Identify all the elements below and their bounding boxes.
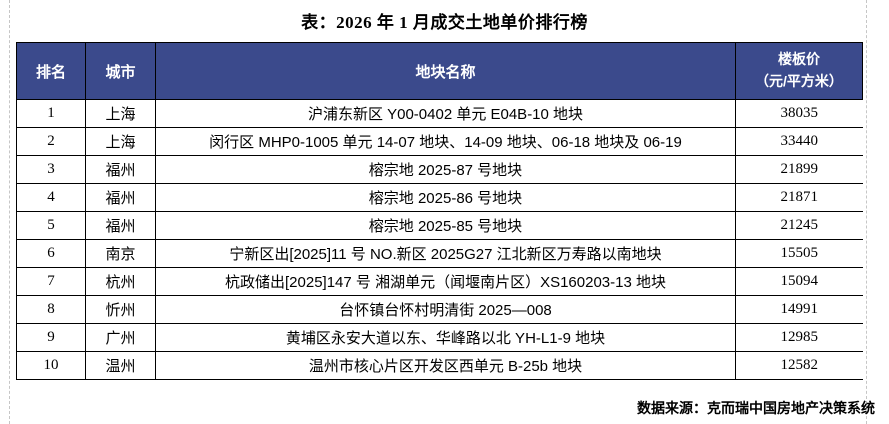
header-rank: 排名 xyxy=(16,42,86,100)
city-cell: 广州 xyxy=(85,323,156,352)
rank-cell: 9 xyxy=(16,323,86,352)
rank-cell: 2 xyxy=(16,127,86,156)
city-cell: 忻州 xyxy=(85,295,156,324)
rank-cell: 3 xyxy=(16,155,86,184)
rank-cell: 4 xyxy=(16,183,86,212)
city-cell: 福州 xyxy=(85,155,156,184)
price-cell: 21899 xyxy=(735,155,863,184)
header-floor-price-line2: （元/平方米） xyxy=(755,73,843,89)
rank-cell: 10 xyxy=(16,351,86,380)
price-cell: 12985 xyxy=(735,323,863,352)
rank-cell: 7 xyxy=(16,267,86,296)
price-cell: 21245 xyxy=(735,211,863,240)
table-row: 2 上海 闵行区 MHP0-1005 单元 14-07 地块、14-09 地块、… xyxy=(16,127,863,156)
header-parcel-name-label: 地块名称 xyxy=(415,63,476,81)
page-break-gridline-right xyxy=(866,0,867,424)
data-source-note: 数据来源：克而瑞中国房地产决策系统 xyxy=(637,400,875,416)
parcel-name-cell: 沪浦东新区 Y00-0402 单元 E04B-10 地块 xyxy=(155,99,736,128)
price-cell: 14991 xyxy=(735,295,863,324)
parcel-name-cell: 温州市核心片区开发区西单元 B-25b 地块 xyxy=(155,351,736,380)
rank-cell: 1 xyxy=(16,99,86,128)
table-row: 3 福州 榕宗地 2025-87 号地块 21899 xyxy=(16,155,863,184)
city-cell: 上海 xyxy=(85,99,156,128)
header-city-label: 城市 xyxy=(105,63,136,81)
city-cell: 福州 xyxy=(85,211,156,240)
price-cell: 33440 xyxy=(735,127,863,156)
city-cell: 温州 xyxy=(85,351,156,380)
rank-cell: 6 xyxy=(16,239,86,268)
parcel-name-cell: 杭政储出[2025]147 号 湘湖单元（闻堰南片区）XS160203-13 地… xyxy=(155,267,736,296)
page-title: 表：2026 年 1 月成交土地单价排行榜 xyxy=(301,13,588,32)
land-price-ranking-table: 排名 城市 地块名称 楼板价 （元/平方米） 1 上海 沪浦东新区 Y00-04… xyxy=(16,42,863,380)
price-cell: 38035 xyxy=(735,99,863,128)
city-cell: 杭州 xyxy=(85,267,156,296)
header-row: 排名 城市 地块名称 楼板价 （元/平方米） xyxy=(16,42,863,100)
header-floor-price: 楼板价 （元/平方米） xyxy=(735,42,863,100)
price-cell: 21871 xyxy=(735,183,863,212)
page-break-gridline-left xyxy=(9,0,10,424)
table-row: 6 南京 宁新区出[2025]11 号 NO.新区 2025G27 江北新区万寿… xyxy=(16,239,863,268)
city-cell: 福州 xyxy=(85,183,156,212)
table-row: 1 上海 沪浦东新区 Y00-0402 单元 E04B-10 地块 38035 xyxy=(16,99,863,128)
rank-cell: 8 xyxy=(16,295,86,324)
table-row: 4 福州 榕宗地 2025-86 号地块 21871 xyxy=(16,183,863,212)
parcel-name-cell: 黄埔区永安大道以东、华峰路以北 YH-L1-9 地块 xyxy=(155,323,736,352)
table-row: 10 温州 温州市核心片区开发区西单元 B-25b 地块 12582 xyxy=(16,351,863,380)
parcel-name-cell: 榕宗地 2025-87 号地块 xyxy=(155,155,736,184)
header-floor-price-line1: 楼板价 xyxy=(778,51,820,68)
header-city: 城市 xyxy=(85,42,156,100)
price-cell: 12582 xyxy=(735,351,863,380)
parcel-name-cell: 榕宗地 2025-86 号地块 xyxy=(155,183,736,212)
parcel-name-cell: 宁新区出[2025]11 号 NO.新区 2025G27 江北新区万寿路以南地块 xyxy=(155,239,736,268)
parcel-name-cell: 榕宗地 2025-85 号地块 xyxy=(155,211,736,240)
table-row: 8 忻州 台怀镇台怀村明清街 2025—008 14991 xyxy=(16,295,863,324)
parcel-name-cell: 台怀镇台怀村明清街 2025—008 xyxy=(155,295,736,324)
rank-cell: 5 xyxy=(16,211,86,240)
city-cell: 南京 xyxy=(85,239,156,268)
table-row: 7 杭州 杭政储出[2025]147 号 湘湖单元（闻堰南片区）XS160203… xyxy=(16,267,863,296)
table-header: 排名 城市 地块名称 楼板价 （元/平方米） xyxy=(16,42,863,100)
price-cell: 15094 xyxy=(735,267,863,296)
price-cell: 15505 xyxy=(735,239,863,268)
city-cell: 上海 xyxy=(85,127,156,156)
header-rank-label: 排名 xyxy=(35,63,66,81)
table-body: 1 上海 沪浦东新区 Y00-0402 单元 E04B-10 地块 38035 … xyxy=(16,99,863,380)
parcel-name-cell: 闵行区 MHP0-1005 单元 14-07 地块、14-09 地块、06-18… xyxy=(155,127,736,156)
header-parcel-name: 地块名称 xyxy=(155,42,736,100)
table-row: 9 广州 黄埔区永安大道以东、华峰路以北 YH-L1-9 地块 12985 xyxy=(16,323,863,352)
table-row: 5 福州 榕宗地 2025-85 号地块 21245 xyxy=(16,211,863,240)
